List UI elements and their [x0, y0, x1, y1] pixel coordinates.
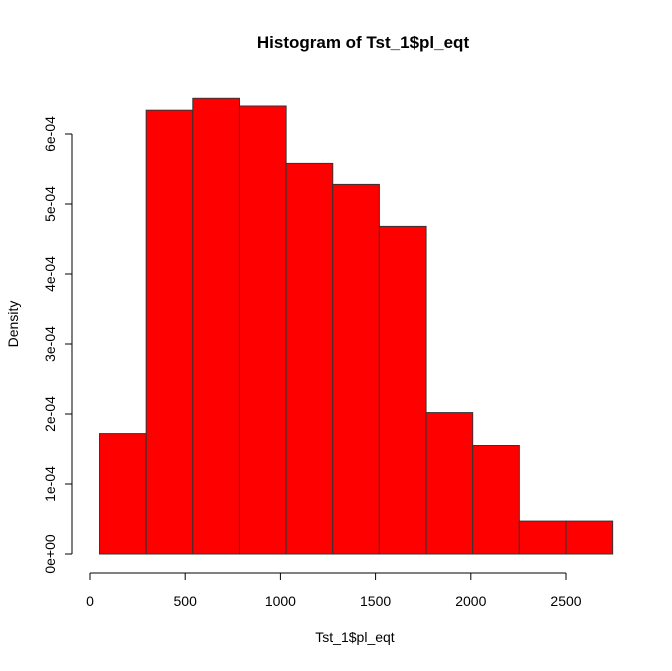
histogram-bar: [425, 412, 474, 555]
bars-group: [99, 97, 614, 555]
y-tick-label: 5e-04: [42, 186, 58, 222]
y-tick-label: 3e-04: [42, 326, 58, 362]
histogram-bar: [518, 520, 567, 555]
histogram-bar: [145, 109, 194, 555]
histogram-bar: [192, 97, 240, 555]
x-tick-label: 1000: [265, 593, 296, 609]
y-tick-label: 1e-04: [42, 466, 58, 502]
x-tick-label: 0: [86, 593, 94, 609]
chart-title: Histogram of Tst_1$pl_eqt: [257, 33, 470, 52]
histogram-bar: [378, 225, 427, 555]
y-axis: 0e+00 1e-04 2e-04 3e-04 4e-04 5e-04 6e-04: [42, 116, 73, 574]
x-axis: 0 500 1000 1500 2000 2500: [86, 572, 582, 609]
histogram-bar: [238, 105, 287, 555]
x-tick-label: 2500: [550, 593, 581, 609]
histogram-bar: [285, 162, 334, 555]
y-tick-label: 4e-04: [42, 256, 58, 292]
x-tick-label: 500: [174, 593, 198, 609]
histogram-bar: [99, 433, 147, 555]
histogram-bar: [332, 183, 380, 555]
x-tick-label: 1500: [360, 593, 391, 609]
x-tick-label: 2000: [455, 593, 486, 609]
x-axis-label: Tst_1$pl_eqt: [315, 629, 395, 645]
histogram-bar: [472, 445, 520, 555]
y-tick-label: 2e-04: [42, 396, 58, 432]
y-axis-label: Density: [5, 301, 21, 348]
y-tick-label: 0e+00: [42, 534, 58, 574]
y-tick-label: 6e-04: [42, 116, 58, 152]
histogram-bar: [565, 520, 614, 555]
